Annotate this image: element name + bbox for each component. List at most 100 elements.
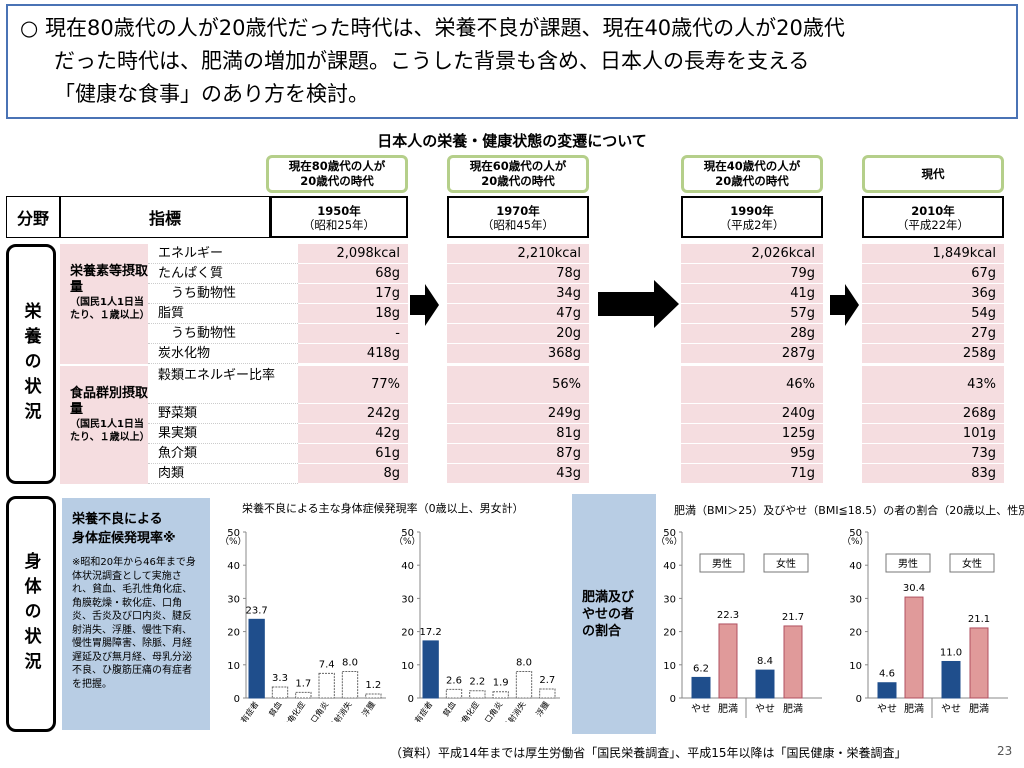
y-tick-label: 20 bbox=[849, 628, 862, 639]
indicator-value: 46% bbox=[681, 366, 823, 404]
y-tick-label: 50 bbox=[401, 528, 414, 539]
indicator-value: 81g bbox=[447, 424, 589, 444]
bar bbox=[539, 688, 556, 699]
legend-box bbox=[763, 553, 809, 573]
indicator-value: 57g bbox=[681, 304, 823, 324]
box-title-1: 栄養不良による bbox=[72, 512, 163, 527]
legend-box bbox=[885, 553, 931, 573]
x-tick-label: 肥満 bbox=[904, 703, 924, 715]
y-tick-label: 20 bbox=[663, 628, 676, 639]
data-label: 1.7 bbox=[295, 678, 311, 689]
indicator-value: 36g bbox=[862, 284, 1004, 304]
chart2-title: 肥満（BMI＞25）及びやせ（BMI≦18.5）の者の割合（20歳以上、性別） bbox=[674, 504, 1024, 517]
summary-box: ○ 現在80歳代の人が20歳代だった時代は、栄養不良が課題、現在40歳代の人が2… bbox=[6, 4, 1018, 119]
y-tick-label: 0 bbox=[408, 694, 414, 705]
data-label: 4.6 bbox=[879, 669, 895, 680]
data-label: 22.3 bbox=[717, 610, 739, 621]
indicator-value: 2,210kcal bbox=[447, 244, 589, 264]
indicator-value: 8g bbox=[298, 464, 408, 484]
y-tick-label: 0 bbox=[670, 694, 676, 705]
era-label-2010: 現代 bbox=[862, 155, 1004, 193]
data-label: 1.2 bbox=[365, 680, 381, 691]
indicator-value: 54g bbox=[862, 304, 1004, 324]
chart1-title: 栄養不良による主な身体症候発現率（0歳以上、男女計） bbox=[242, 502, 524, 515]
bar bbox=[718, 623, 738, 699]
x-tick-label: 貧血 bbox=[440, 699, 457, 718]
indicator-value: 268g bbox=[862, 404, 1004, 424]
indicator-label: 魚介類 bbox=[148, 444, 298, 464]
data-label: 8.0 bbox=[342, 657, 358, 668]
page-title: 日本人の栄養・健康状態の変遷について bbox=[377, 132, 647, 150]
arrow-right-icon bbox=[598, 280, 679, 328]
bar bbox=[469, 690, 486, 699]
year-label: 2010年 bbox=[911, 204, 955, 218]
group-label: 女性 bbox=[962, 557, 982, 570]
group-title: 栄養素等摂取量 bbox=[70, 264, 149, 295]
indicator-value: 2,026kcal bbox=[681, 244, 823, 264]
y-tick-label: 10 bbox=[401, 661, 414, 672]
era-label-1950: 現在80歳代の人が 20歳代の時代 bbox=[266, 155, 408, 193]
era-name: （平成2年） bbox=[719, 218, 785, 232]
x-tick-label: 浮腫 bbox=[534, 699, 551, 718]
bar bbox=[515, 670, 533, 699]
y-tick-label: 40 bbox=[227, 561, 240, 572]
era-name: （平成22年） bbox=[896, 218, 970, 232]
bar bbox=[755, 669, 775, 699]
data-label: 7.4 bbox=[319, 659, 335, 670]
x-tick-label: 肥満 bbox=[969, 703, 989, 715]
y-axis-unit: （%） bbox=[656, 536, 683, 547]
group-foods: 食品群別摂取量 （国民1人1日当たり、１歳以上） bbox=[60, 366, 150, 484]
y-tick-label: 40 bbox=[849, 561, 862, 572]
indicator-label: 炭水化物 bbox=[148, 344, 298, 364]
indicator-value: 79g bbox=[681, 264, 823, 284]
indicator-value: 73g bbox=[862, 444, 1004, 464]
era-name: （昭和25年） bbox=[302, 218, 376, 232]
x-tick-label: 有症者 bbox=[238, 699, 260, 722]
x-tick-label: 貧血 bbox=[266, 699, 283, 718]
y-tick-label: 30 bbox=[401, 594, 414, 605]
malnutrition-box: 栄養不良による 身体症候発現率※ ※昭和20年から46年まで身体状況調査として実… bbox=[62, 498, 210, 730]
y-tick-label: 50 bbox=[849, 528, 862, 539]
group-sub: （国民1人1日当たり、１歳以上） bbox=[70, 419, 150, 443]
indicator-value: 61g bbox=[298, 444, 408, 464]
y-tick-label: 30 bbox=[663, 594, 676, 605]
chart-malnutrition-1970: 01020304050（%）17.2有症者2.6貧血2.2毛孔性角化症1.9口角… bbox=[394, 528, 560, 722]
indicator-value: 95g bbox=[681, 444, 823, 464]
x-tick-label: やせ bbox=[755, 703, 775, 715]
data-label: 11.0 bbox=[940, 647, 962, 658]
bar bbox=[691, 676, 711, 699]
data-label: 6.2 bbox=[693, 663, 709, 674]
bar bbox=[271, 686, 289, 699]
x-tick-label: 浮腫 bbox=[360, 699, 377, 718]
year-1950: 1950年 （昭和25年） bbox=[270, 196, 408, 238]
y-axis-unit: （%） bbox=[394, 536, 421, 547]
indicator-value: 87g bbox=[447, 444, 589, 464]
indicator-value: 1,849kcal bbox=[862, 244, 1004, 264]
bar bbox=[941, 660, 961, 699]
indicator-value: 418g bbox=[298, 344, 408, 364]
indicator-label: 穀類エネルギー比率 bbox=[148, 366, 298, 404]
indicator-value: 56% bbox=[447, 366, 589, 404]
y-tick-label: 20 bbox=[401, 628, 414, 639]
x-tick-label: 肥満 bbox=[783, 703, 803, 715]
bar bbox=[422, 640, 439, 699]
year-1990: 1990年 （平成2年） bbox=[681, 196, 823, 238]
y-tick-label: 10 bbox=[849, 661, 862, 672]
page-number: 23 bbox=[997, 744, 1013, 758]
summary-line-1: ○ 現在80歳代の人が20歳代だった時代は、栄養不良が課題、現在40歳代の人が2… bbox=[20, 16, 845, 40]
indicator-value: 287g bbox=[681, 344, 823, 364]
indicator-value: 17g bbox=[298, 284, 408, 304]
y-axis-unit: （%） bbox=[842, 536, 869, 547]
y-tick-label: 50 bbox=[227, 528, 240, 539]
y-tick-label: 30 bbox=[227, 594, 240, 605]
bar bbox=[783, 625, 803, 699]
x-tick-label: やせ bbox=[877, 703, 897, 715]
year-2010: 2010年 （平成22年） bbox=[862, 196, 1004, 238]
data-label: 2.6 bbox=[446, 675, 462, 686]
indicator-value: 47g bbox=[447, 304, 589, 324]
indicator-label: うち動物性 bbox=[148, 284, 298, 304]
group-label: 女性 bbox=[776, 557, 796, 570]
group-label: 男性 bbox=[712, 557, 732, 570]
indicator-value: - bbox=[298, 324, 408, 344]
x-tick-label: やせ bbox=[941, 703, 961, 715]
